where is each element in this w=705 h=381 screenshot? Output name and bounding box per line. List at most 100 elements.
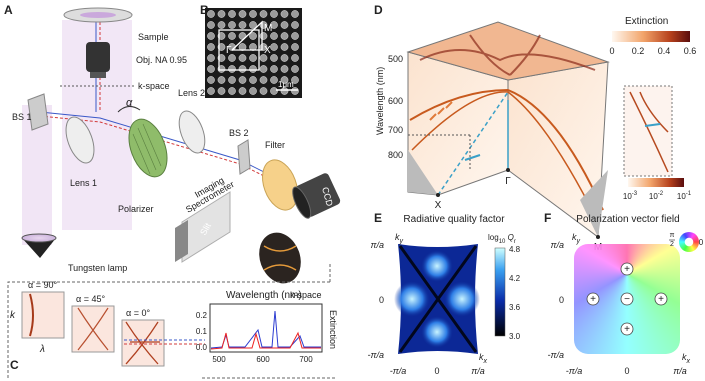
label: D [374,3,383,17]
wheel-bottom: 2 [670,241,674,248]
panel-d-shape: 10-2 [649,191,664,201]
nanopillar-array-shape [280,65,289,73]
y-ticks-2: -π/a [547,350,564,360]
nanopillar-array-shape [270,10,278,18]
colorbar-ticks-3: 0.6 [684,46,697,56]
nanopillar-array-shape [217,21,226,29]
panel-d-shape [506,168,510,172]
colorbar-ticks-0: 0 [609,46,614,56]
colorbar-title: Extinction [625,16,668,27]
plus: + [590,294,596,305]
alpha-90: α = 90° [28,280,57,290]
panel-e-shape [494,247,506,337]
nanopillar-array-shape [217,65,226,73]
panel-a-shape [178,110,206,154]
panel-a-shape [65,116,95,164]
nanopillar-array-shape [259,10,268,18]
y-ticks-3: 800 [388,150,403,160]
nanopillar-array-shape [249,21,257,29]
objective: Obj. NA 0.95 [136,55,187,65]
x-ticks-2: π/a [471,366,485,376]
nanopillar-array-shape [217,54,226,62]
lambda: λ [39,344,45,355]
panel-d-shape [409,88,604,211]
nanopillar-array-shape [228,87,236,95]
colorbar-title-2: Q [505,233,513,242]
nanopillar-array-shape [249,54,257,62]
sample: Sample [138,32,169,42]
nanopillar-array-shape [217,43,226,51]
label: E [374,211,382,225]
color-wheel-fill [679,232,699,252]
panel-a-shape-shape [292,186,312,219]
nanopillar-array-shape [207,43,215,51]
lens2: Lens 2 [178,88,205,98]
nanopillar-array-shape [238,10,247,18]
panel-a-shape [259,232,301,284]
panel-d-shape [629,91,669,173]
ky-1: y [399,238,404,245]
panel-a-shape [292,173,341,219]
y-ticks-2: 700 [388,125,403,135]
color-wheel [679,232,699,252]
points-0: X [435,200,442,211]
dispersion-image-shape [29,293,34,337]
nanopillar-array-shape [270,65,278,73]
panel-d-shape [411,91,509,151]
y-ticks-2: 0.0 [196,343,208,352]
nanopillar-array-shape [270,32,278,40]
panel-a-shape [128,118,168,178]
nanopillar-array-shape [207,10,215,18]
y-axis-title: Extinction [328,310,338,349]
inset-ticks-1-1: -2 [658,191,664,197]
dispersion-image-shape [71,305,115,353]
nanopillar-array-shape [280,76,289,84]
bs2: BS 2 [229,128,249,138]
panel-e-shape: ky [395,232,404,245]
nanopillar-array-shape [207,65,215,73]
nanopillar-array-shape [217,87,226,95]
nanopillar-array-shape [228,21,236,29]
nanopillar-array-shape [238,21,247,29]
plus: + [658,294,664,305]
nanopillar-array-shape [291,76,299,84]
panel-d-shape [406,21,610,81]
panel-b-shape [231,20,263,51]
x-ticks-0: 500 [212,355,226,364]
x-axis-title: Wavelength (nm) [226,290,302,301]
panel-a-shape [80,12,116,18]
title: Radiative quality factor [403,214,505,225]
label: A [4,3,13,17]
lamp: Tungsten lamp [68,263,127,273]
panel-f-shape-shape [620,262,634,276]
kspace-bottom: k-space [290,290,322,300]
kx-0: k [682,352,687,362]
nanopillar-array-shape [270,76,278,84]
panel-a-shape-shape [132,133,151,175]
filter: Filter [265,140,285,150]
nanopillar-array-shape [249,32,257,40]
m: M [264,23,272,34]
k: k [10,310,16,321]
nanopillar-array-shape [280,87,289,95]
inset-ticks-0-1: -3 [632,191,638,197]
colorbar-ticks-2: 0.4 [658,46,671,56]
panel-a-shape [262,159,298,211]
y-ticks-2: -π/a [367,350,384,360]
nanopillar-array-shape [291,87,299,95]
nanopillar-array-shape [280,10,289,18]
title: Polarization vector field [576,214,679,225]
nanopillar-array-shape [291,21,299,29]
x-ticks-1: 0 [624,366,629,376]
panel-a-shape [22,238,56,258]
nanopillar-array [207,10,299,95]
nanopillar-array-shape [270,43,278,51]
nanopillar-array-shape [238,76,247,84]
alpha: α [126,97,133,109]
colorbar-ticks-2: 3.6 [509,303,521,312]
panel-e-shape [394,281,430,317]
panel-d-shape [464,154,481,161]
panel-a-shape [117,106,141,113]
y-ticks-0: 500 [388,54,403,64]
ccd: CCD [320,186,335,208]
